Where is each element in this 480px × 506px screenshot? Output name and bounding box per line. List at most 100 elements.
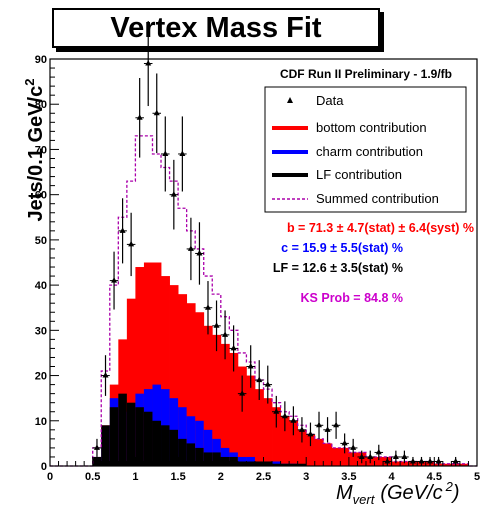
bottom-bar [126, 298, 136, 466]
x-axis-label-exp: 2 [445, 479, 454, 494]
y-axis-label: Jets/0.1 GeV/c2 [22, 79, 47, 222]
lf-bar [161, 425, 170, 466]
bottom-bar [323, 443, 333, 466]
data-point [179, 150, 186, 156]
data-point [136, 114, 143, 120]
data-point [196, 249, 203, 256]
bottom-bar [391, 461, 401, 466]
lf-bar [212, 452, 222, 466]
charm-bar [178, 407, 188, 466]
bottom-bar [203, 325, 213, 466]
bottom-bar [169, 285, 179, 466]
bottom-bar [314, 438, 324, 466]
x-tick-label: 5 [474, 471, 480, 483]
data-point [375, 448, 382, 455]
data-point [409, 457, 416, 464]
y-tick-label: 20 [35, 371, 47, 383]
legend-label-summed: Summed contribution [316, 191, 439, 206]
bottom-bar [306, 434, 316, 466]
data-point [401, 453, 408, 459]
charm-bar [186, 416, 196, 466]
data-point [102, 372, 109, 378]
x-axis-label: Mvert (GeV/c 2) [336, 479, 460, 506]
bottom-bar [186, 303, 196, 466]
bottom-bar [220, 343, 230, 466]
x-tick-label: 4 [389, 471, 396, 483]
x-tick-label: 3.5 [341, 471, 356, 483]
y-tick-label: 70 [35, 144, 47, 156]
data-point [281, 412, 288, 419]
data-point [350, 444, 357, 450]
annotation-charm-fraction: c = 15.9 ± 5.5(stat) % [281, 241, 403, 255]
data-point [256, 376, 263, 383]
lf-bar [246, 461, 256, 466]
chart-title-box: Vertex Mass Fit [52, 8, 380, 48]
bottom-bar [289, 420, 299, 466]
x-axis-label-close: ) [451, 482, 460, 504]
lf-bar [289, 463, 299, 466]
lf-bar [135, 407, 145, 466]
bottom-bar [246, 375, 256, 466]
charm-bar [203, 429, 213, 466]
bottom-bar [348, 452, 358, 466]
data-point [435, 457, 442, 464]
annotation-lf-fraction: LF = 12.6 ± 3.5(stat) % [273, 261, 403, 275]
bottom-bar [280, 416, 290, 466]
legend-label-bottom: bottom contribution [316, 120, 427, 135]
data-point [367, 453, 374, 459]
data-point [170, 191, 177, 197]
y-tick-label: 0 [41, 461, 47, 473]
x-tick-label: 1.5 [170, 471, 185, 483]
x-tick-label: 3 [303, 471, 309, 483]
y-tick-label: 10 [35, 416, 47, 428]
x-tick-label: 2 [218, 471, 224, 483]
bottom-bar [442, 463, 452, 466]
lf-bar [195, 447, 205, 466]
annotation-ks-prob: KS Prob = 84.8 % [301, 291, 403, 305]
y-tick-label: 50 [35, 235, 47, 247]
legend-label-data: Data [316, 93, 344, 108]
x-axis-label-main: M [336, 482, 353, 504]
data-point [111, 277, 118, 283]
data-point [247, 363, 254, 369]
bottom-bar [161, 276, 170, 466]
data-point [222, 331, 229, 337]
bottom-bar [374, 456, 384, 466]
data-point [187, 245, 194, 251]
bottom-bar [297, 429, 307, 466]
bottom-bar [254, 389, 264, 466]
data-point [119, 227, 126, 233]
lf-bar [101, 425, 111, 466]
lf-bar [237, 461, 247, 466]
data-point [307, 430, 314, 437]
bottom-bar [331, 447, 341, 466]
y-tick-label: 40 [35, 280, 47, 292]
bottom-bar [143, 262, 153, 466]
y-tick-label: 80 [35, 99, 47, 111]
lf-bar [152, 420, 162, 466]
bottom-bar [237, 366, 247, 466]
data-point [384, 457, 391, 464]
charm-bar [195, 420, 205, 466]
data-point [273, 408, 280, 414]
lf-bar [169, 429, 179, 466]
data-point [128, 240, 135, 247]
data-point [145, 60, 152, 66]
y-tick-label: 60 [35, 190, 47, 202]
data-point [239, 390, 246, 396]
lf-bar [109, 407, 119, 466]
lf-bar [263, 461, 273, 466]
annotation-bottom-fraction: b = 71.3 ± 4.7(stat) ± 6.4(syst) % [287, 221, 474, 235]
lf-bar [280, 463, 290, 466]
lf-bar [220, 456, 230, 466]
lf-bar [178, 438, 188, 466]
lf-bar [143, 411, 153, 466]
lf-bar [126, 402, 136, 466]
legend-label-lf: LF contribution [316, 167, 402, 182]
data-point [162, 150, 169, 156]
chart-title: Vertex Mass Fit [110, 11, 322, 44]
lf-bar [92, 456, 102, 466]
bottom-bar [459, 463, 469, 466]
